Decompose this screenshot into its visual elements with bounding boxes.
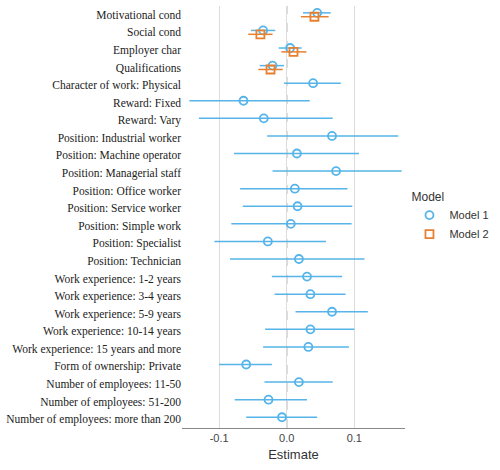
svg-text:Model 2: Model 2 <box>449 228 488 240</box>
svg-text:Social cond: Social cond <box>127 26 181 38</box>
svg-text:Position: Technician: Position: Technician <box>87 255 181 267</box>
svg-text:Motivational cond: Motivational cond <box>96 9 181 21</box>
svg-text:Work experience: 10-14 years: Work experience: 10-14 years <box>43 325 181 338</box>
svg-text:-0.1: -0.1 <box>210 432 229 444</box>
svg-text:Reward: Fixed: Reward: Fixed <box>113 97 181 109</box>
svg-text:Position: Office worker: Position: Office worker <box>73 185 182 197</box>
svg-text:Position: Specialist: Position: Specialist <box>93 237 182 250</box>
svg-text:Reward: Vary: Reward: Vary <box>118 114 182 127</box>
svg-text:Position: Simple work: Position: Simple work <box>78 220 181 233</box>
svg-text:Position: Machine operator: Position: Machine operator <box>56 149 181 162</box>
svg-text:Position: Managerial staff: Position: Managerial staff <box>62 167 181 180</box>
svg-text:Work experience: 15 years and: Work experience: 15 years and more <box>12 343 181 356</box>
svg-text:Work experience: 1-2 years: Work experience: 1-2 years <box>55 273 182 286</box>
svg-text:Estimate: Estimate <box>268 447 319 462</box>
svg-text:0.1: 0.1 <box>347 432 362 444</box>
svg-text:Number of employees: more than: Number of employees: more than 200 <box>6 413 181 426</box>
svg-text:Number of employees: 11-50: Number of employees: 11-50 <box>46 378 181 391</box>
svg-text:Form of ownership: Private: Form of ownership: Private <box>54 360 181 373</box>
svg-text:Character of work: Physical: Character of work: Physical <box>52 79 181 92</box>
svg-text:Position: Industrial worker: Position: Industrial worker <box>58 132 181 144</box>
svg-text:Model: Model <box>411 190 444 204</box>
svg-text:Model 1: Model 1 <box>449 209 488 221</box>
svg-text:Work experience: 5-9 years: Work experience: 5-9 years <box>55 308 182 321</box>
svg-text:Work experience: 3-4 years: Work experience: 3-4 years <box>55 290 182 303</box>
svg-text:Number of employees: 51-200: Number of employees: 51-200 <box>40 396 181 409</box>
svg-text:Employer char: Employer char <box>113 44 181 57</box>
svg-text:0.0: 0.0 <box>279 432 294 444</box>
svg-text:Qualifications: Qualifications <box>116 62 182 74</box>
svg-text:Position: Service worker: Position: Service worker <box>67 202 181 214</box>
